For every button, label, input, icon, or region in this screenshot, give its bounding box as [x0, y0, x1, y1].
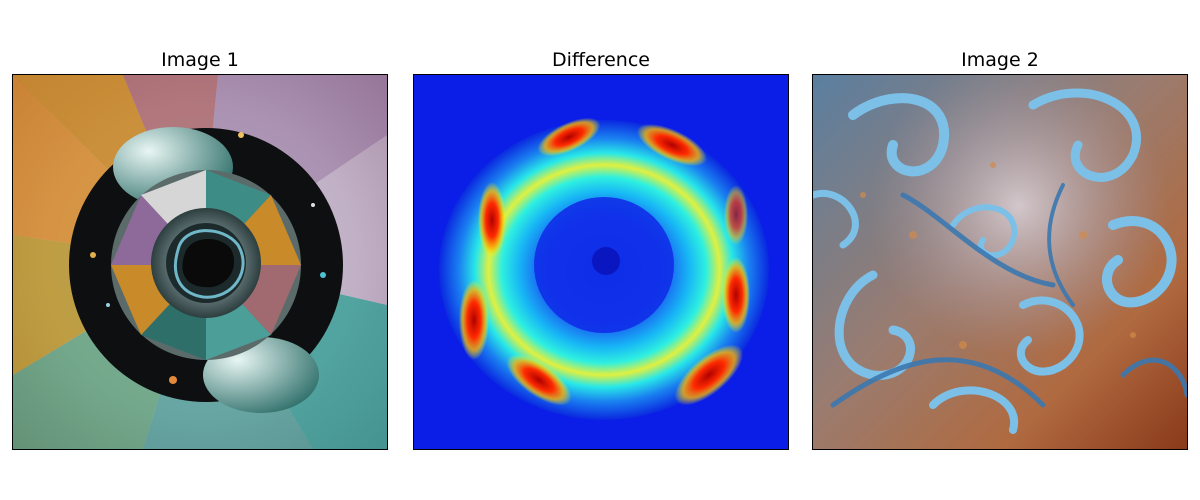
fractal-image-1 [13, 75, 387, 449]
panel-title: Image 1 [12, 48, 388, 72]
image-1 [12, 74, 388, 450]
difference-heatmap [413, 74, 789, 450]
panel-image-2: Image 2 [812, 0, 1188, 500]
panel-title: Difference [413, 48, 789, 72]
panel-title: Image 2 [812, 48, 1188, 72]
heatmap-image [414, 75, 788, 449]
fractal-image-2 [813, 75, 1187, 449]
panel-difference: Difference [413, 0, 789, 500]
panel-image-1: Image 1 [12, 0, 388, 500]
image-2 [812, 74, 1188, 450]
